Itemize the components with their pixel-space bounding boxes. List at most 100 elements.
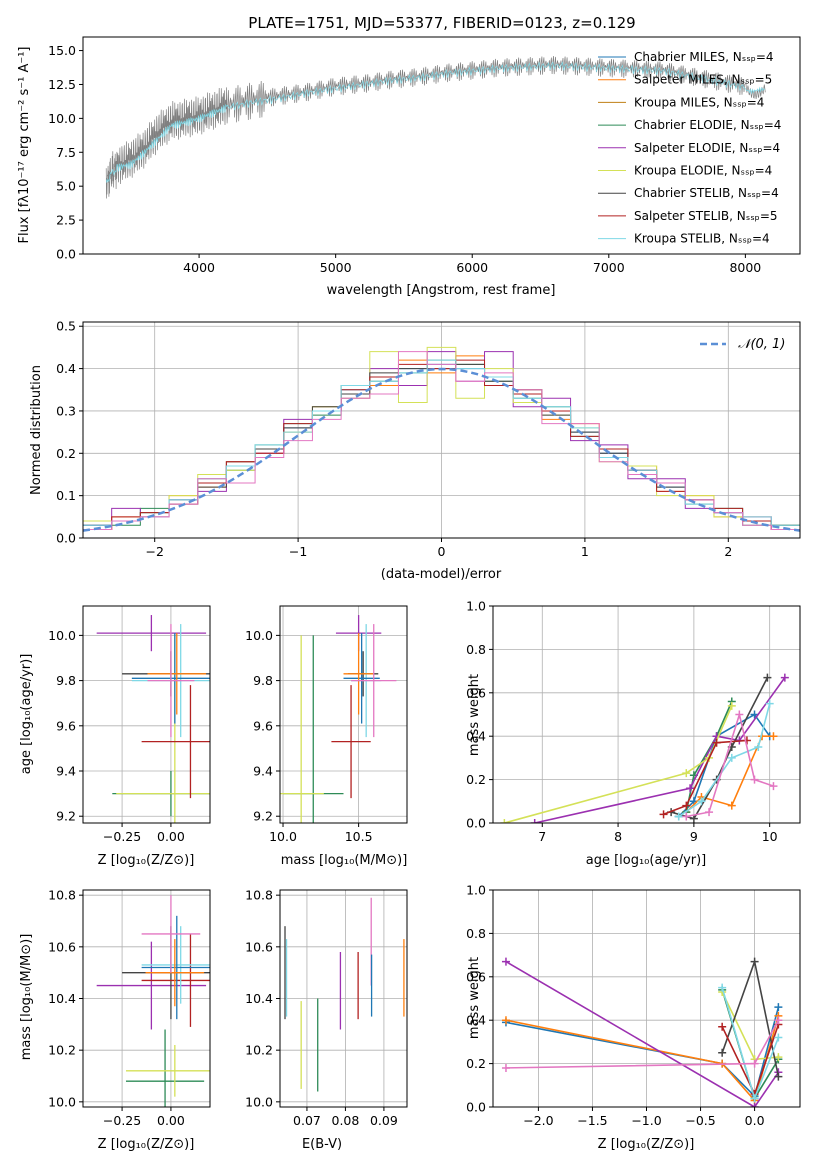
histogram-series [83, 351, 800, 538]
weight-marker [682, 812, 691, 821]
x-axis-label: Z [log₁₀(Z/Z⊙)] [98, 853, 195, 868]
histogram-panel: −2 −1 0 1 2 0.0 0.1 0.2 0.3 0.4 0.5 (data-model)/e… [29, 319, 801, 582]
weight-marker [501, 1063, 510, 1072]
y-tick-label: 0.0 [466, 1100, 486, 1115]
plot-frame [82, 36, 801, 255]
x-tick-label: −0.25 [103, 1113, 141, 1128]
weight-marker [501, 957, 510, 966]
x-tick-label: 8000 [729, 260, 761, 275]
x-tick-label: 9 [690, 829, 698, 844]
weight-marker [727, 801, 736, 810]
y-axis-label: mass weight [467, 957, 482, 1039]
grid [493, 889, 800, 1108]
weight-marker [500, 819, 509, 823]
ticks: 0.07 0.08 0.09 10.0 10.2 10.4 10.6 10.8 [245, 888, 398, 1128]
x-tick-label: 1 [581, 544, 589, 559]
y-tick-label: 10.0 [48, 628, 76, 643]
ticks: −0.25 0.00 10.0 10.2 10.4 10.6 10.8 [48, 888, 185, 1128]
weight-series-line [504, 705, 733, 823]
x-tick-label: 0.07 [293, 1113, 321, 1128]
ebv-mass-panel: 0.07 0.08 0.09 10.0 10.2 10.4 10.6 10.8 [245, 888, 408, 1128]
plot-frame [492, 605, 801, 824]
y-tick-label: 0.8 [466, 642, 486, 657]
y-axis-label: age [log₁₀(age/yr)] [19, 654, 34, 775]
weight-marker [769, 732, 778, 741]
mass-age-panel: 10.0 10.5 9.2 9.4 9.6 9.8 10.0 [245, 605, 408, 844]
y-tick-label: 1.0 [466, 883, 486, 898]
weight-marker [682, 801, 691, 810]
y-tick-label: 9.2 [56, 809, 76, 824]
y-tick-label: 0.2 [56, 446, 76, 461]
y-tick-label: 10.0 [245, 628, 273, 643]
y-tick-label: 0.6 [466, 685, 486, 700]
figure-title: PLATE=1751, MJD=53377, FIBERID=0123, z=0… [248, 14, 635, 32]
weight-marker [765, 699, 774, 708]
x-tick-label: 0.00 [157, 829, 185, 844]
weight-marker [659, 810, 668, 819]
marks [284, 897, 405, 1092]
x-tick-label: 10.5 [345, 829, 373, 844]
weight-marker [742, 736, 751, 745]
ticks: 7 8 9 10 0.0 0.2 0.4 0.6 0.8 1.0 [466, 599, 778, 845]
weight-marker [774, 1003, 783, 1012]
weight-marker [689, 814, 698, 823]
y-tick-label: 10.0 [48, 1094, 76, 1109]
x-tick-label: −1.0 [631, 1113, 661, 1128]
weight-marker [686, 784, 695, 793]
weight-marker [727, 701, 736, 710]
marks [96, 895, 210, 1107]
weight-marker [774, 1072, 783, 1081]
y-tick-label: 9.6 [56, 718, 76, 733]
weight-marker [763, 673, 772, 682]
y-tick-label: 0.0 [56, 247, 76, 262]
y-axis-label: Flux [fλ10⁻¹⁷ erg cm⁻² s⁻¹ A⁻¹] [17, 47, 32, 244]
weight-marker [750, 957, 759, 966]
ticks: 10.0 10.5 9.2 9.4 9.6 9.8 10.0 [245, 628, 372, 844]
marks [96, 615, 210, 823]
y-tick-label: 10.0 [245, 1094, 273, 1109]
x-tick-label: 0.08 [332, 1113, 360, 1128]
y-tick-label: 0.0 [466, 816, 486, 831]
y-tick-label: 10.6 [48, 939, 76, 954]
x-tick-label: 7000 [593, 260, 625, 275]
x-tick-label: 0.09 [370, 1113, 398, 1128]
y-axis-label: mass weight [467, 674, 482, 756]
spectrum-series-line [105, 55, 766, 199]
y-tick-label: 7.5 [56, 145, 76, 160]
grid [83, 322, 800, 539]
x-tick-label: 10.0 [269, 829, 297, 844]
weight-marker [774, 1016, 783, 1025]
x-tick-label: 0.00 [157, 1113, 185, 1128]
legend: Chabrier MILES, Nₛₛₚ=4 Salpeter MILES, Nₛ… [598, 50, 781, 246]
y-tick-label: 10.8 [48, 888, 76, 903]
weight-marker [750, 1094, 759, 1103]
weight-series-line [663, 739, 747, 816]
weight-series-line [685, 701, 733, 813]
y-tick-label: 9.4 [56, 764, 76, 779]
y-tick-label: 0.4 [466, 729, 486, 744]
y-tick-label: 0.0 [56, 531, 76, 546]
plot-frame [82, 321, 801, 539]
x-axis-label: E(B-V) [302, 1137, 342, 1152]
legend-label: Kroupa ELODIE, Nₛₛₚ=4 [634, 164, 772, 178]
weight-marker [718, 1022, 727, 1031]
x-axis-label: (data-model)/error [381, 567, 502, 582]
y-tick-label: 12.5 [48, 77, 76, 92]
y-tick-label: 0.2 [466, 1056, 486, 1071]
marks [83, 346, 800, 538]
x-axis-label: Z [log₁₀(Z/Z⊙)] [598, 1137, 695, 1152]
weight-marker [712, 738, 721, 747]
legend-label: Kroupa MILES, Nₛₛₚ=4 [634, 95, 764, 109]
x-tick-label: 8 [614, 829, 622, 844]
x-tick-label: 5000 [320, 260, 352, 275]
x-tick-label: 0 [438, 544, 446, 559]
weight-marker [754, 743, 763, 752]
y-tick-label: 0.6 [466, 969, 486, 984]
legend-label: Salpeter MILES, Nₛₛₚ=5 [634, 73, 772, 87]
x-tick-label: −2.0 [523, 1113, 553, 1128]
y-tick-label: 9.8 [56, 673, 76, 688]
weight-marker [769, 782, 778, 791]
y-tick-label: 9.6 [253, 718, 273, 733]
weight-marker [697, 797, 706, 806]
legend-label: Chabrier STELIB, Nₛₛₚ=4 [634, 186, 779, 200]
